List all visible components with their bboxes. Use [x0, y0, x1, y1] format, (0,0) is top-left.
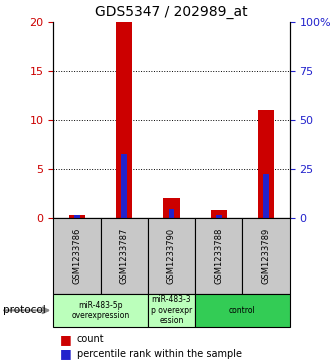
Text: GSM1233787: GSM1233787	[120, 228, 129, 284]
Bar	[195, 294, 290, 327]
Text: percentile rank within the sample: percentile rank within the sample	[77, 349, 241, 359]
Bar	[101, 218, 148, 294]
Text: GSM1233789: GSM1233789	[261, 228, 271, 284]
Text: GSM1233788: GSM1233788	[214, 228, 223, 284]
Text: GSM1233790: GSM1233790	[167, 228, 176, 284]
Text: GSM1233786: GSM1233786	[72, 228, 82, 284]
Text: miR-483-5p
overexpression: miR-483-5p overexpression	[72, 301, 130, 320]
Title: GDS5347 / 202989_at: GDS5347 / 202989_at	[95, 5, 248, 19]
Text: count: count	[77, 334, 104, 344]
Text: ■: ■	[60, 333, 72, 346]
Bar	[148, 218, 195, 294]
Bar	[69, 215, 85, 218]
Bar	[242, 218, 290, 294]
Bar	[263, 174, 269, 218]
Text: ■: ■	[60, 347, 72, 360]
Bar	[210, 210, 227, 218]
Bar	[121, 154, 127, 218]
Bar	[74, 215, 80, 218]
Bar	[53, 218, 101, 294]
Bar	[163, 198, 180, 218]
Bar	[148, 294, 195, 327]
Bar	[53, 294, 148, 327]
Text: control: control	[229, 306, 256, 315]
Bar	[216, 215, 222, 218]
Bar	[116, 22, 133, 218]
Text: miR-483-3
p overexpr
ession: miR-483-3 p overexpr ession	[151, 295, 192, 325]
Text: protocol: protocol	[3, 305, 46, 315]
Bar	[168, 209, 174, 218]
Bar	[258, 110, 274, 218]
Bar	[195, 218, 242, 294]
